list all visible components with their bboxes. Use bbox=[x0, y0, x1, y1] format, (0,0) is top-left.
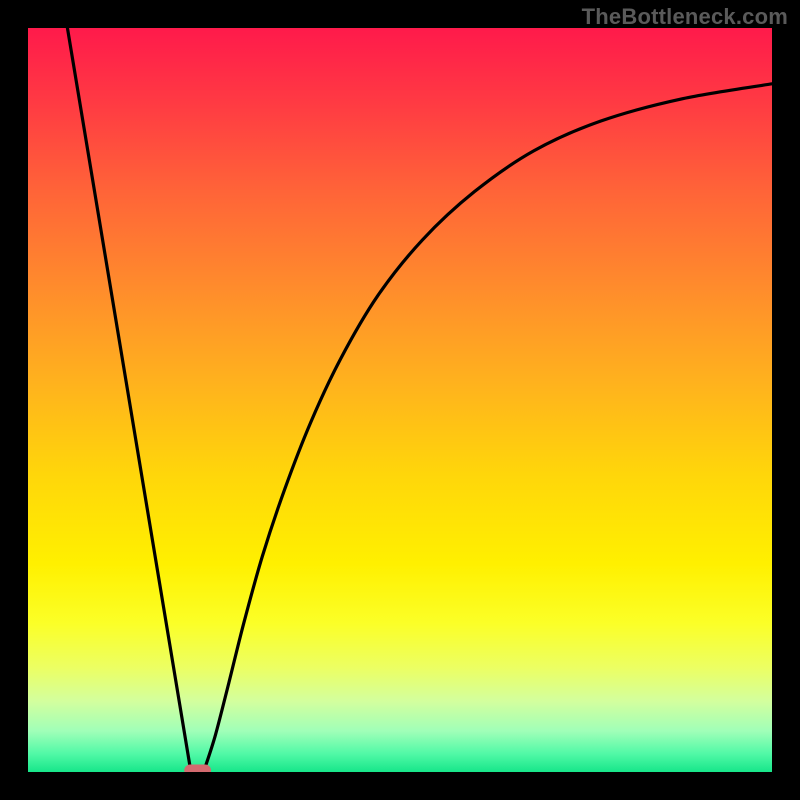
bottleneck-chart bbox=[0, 0, 800, 800]
plot-area bbox=[28, 28, 772, 776]
chart-stage: TheBottleneck.com bbox=[0, 0, 800, 800]
gradient-background bbox=[28, 28, 772, 772]
